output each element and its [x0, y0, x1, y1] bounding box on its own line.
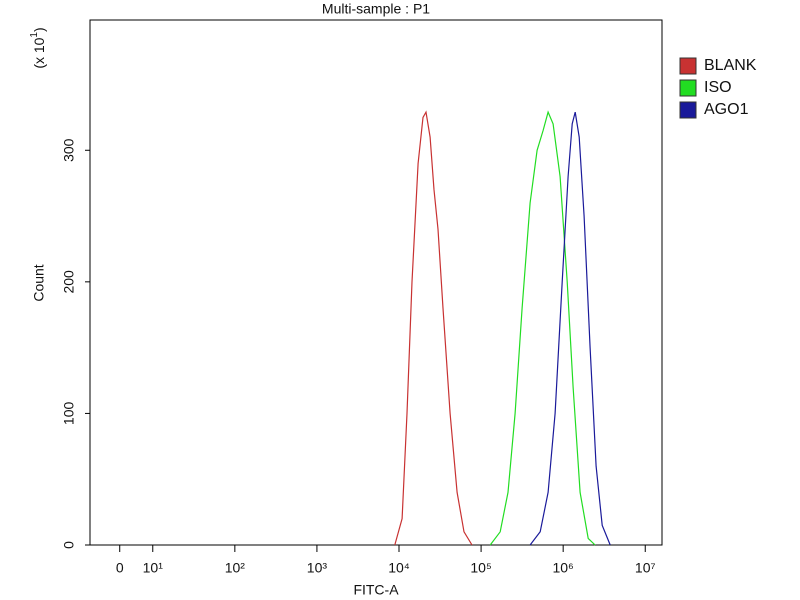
histogram-line	[529, 111, 611, 546]
x-tick-label: 10³	[307, 560, 328, 576]
y-axis-label: Count	[31, 264, 47, 301]
histogram-line	[394, 110, 473, 546]
legend-label: AGO1	[704, 101, 749, 118]
x-tick-label: 10⁶	[552, 560, 573, 576]
legend-swatch	[679, 101, 697, 119]
x-tick-label: 10²	[225, 560, 246, 576]
legend-label: ISO	[704, 79, 732, 96]
multiplier-exponent: 1	[29, 32, 40, 38]
x-axis-label: FITC-A	[353, 582, 399, 598]
multiplier-suffix: )	[31, 27, 47, 32]
legend-swatch	[679, 79, 697, 97]
y-multiplier: (x 101)	[29, 27, 47, 68]
legend-swatch	[679, 57, 697, 75]
multiplier-base: (x 10	[31, 37, 47, 68]
x-tick-label: 10⁵	[470, 560, 491, 576]
legend-label: BLANK	[704, 57, 757, 74]
y-tick-label: 0	[61, 541, 77, 549]
chart-title: Multi-sample : P1	[322, 1, 430, 17]
x-tick-label: 10¹	[143, 560, 164, 576]
y-tick-label: 100	[61, 402, 77, 426]
y-tick-label: 200	[61, 270, 77, 294]
plot-frame	[89, 19, 663, 546]
histogram-line	[489, 110, 596, 546]
x-tick-label: 0	[116, 560, 124, 576]
y-tick-label: 300	[61, 138, 77, 162]
x-tick-label: 10⁷	[635, 560, 656, 576]
x-tick-label: 10⁴	[388, 560, 410, 576]
